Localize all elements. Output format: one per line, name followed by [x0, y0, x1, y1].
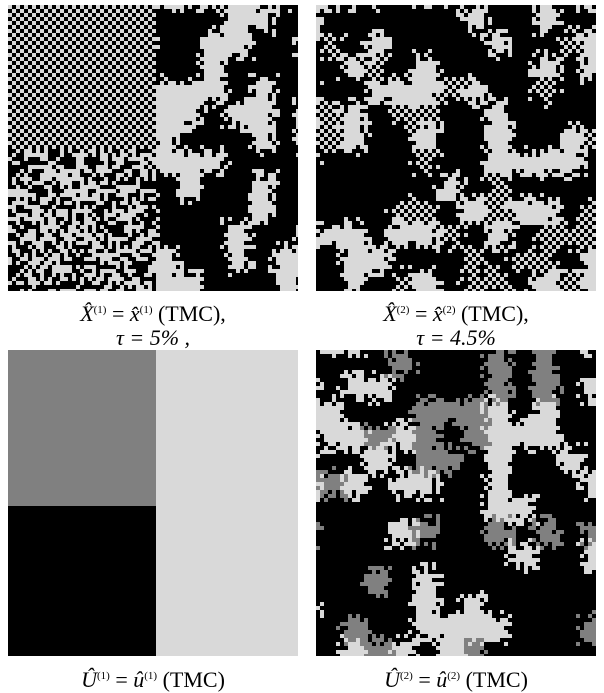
pixels — [8, 506, 156, 656]
image-panel — [8, 350, 298, 656]
image-panel — [8, 5, 298, 291]
image-panel — [316, 350, 596, 656]
caption: X̂(2) = x̂(2) (TMC), τ = 4.5% — [306, 298, 604, 350]
figure: X̂(1) = x̂(1) (TMC), τ = 5% , X̂(2) = x̂… — [0, 0, 604, 693]
pixels — [8, 350, 156, 506]
pixels — [156, 350, 298, 656]
caption: Û(2) = û(2) (TMC) — [306, 664, 604, 692]
caption: Û(1) = û(1) (TMC) — [3, 664, 303, 692]
image-panel — [316, 5, 596, 291]
caption: X̂(1) = x̂(1) (TMC), τ = 5% , — [3, 298, 303, 350]
